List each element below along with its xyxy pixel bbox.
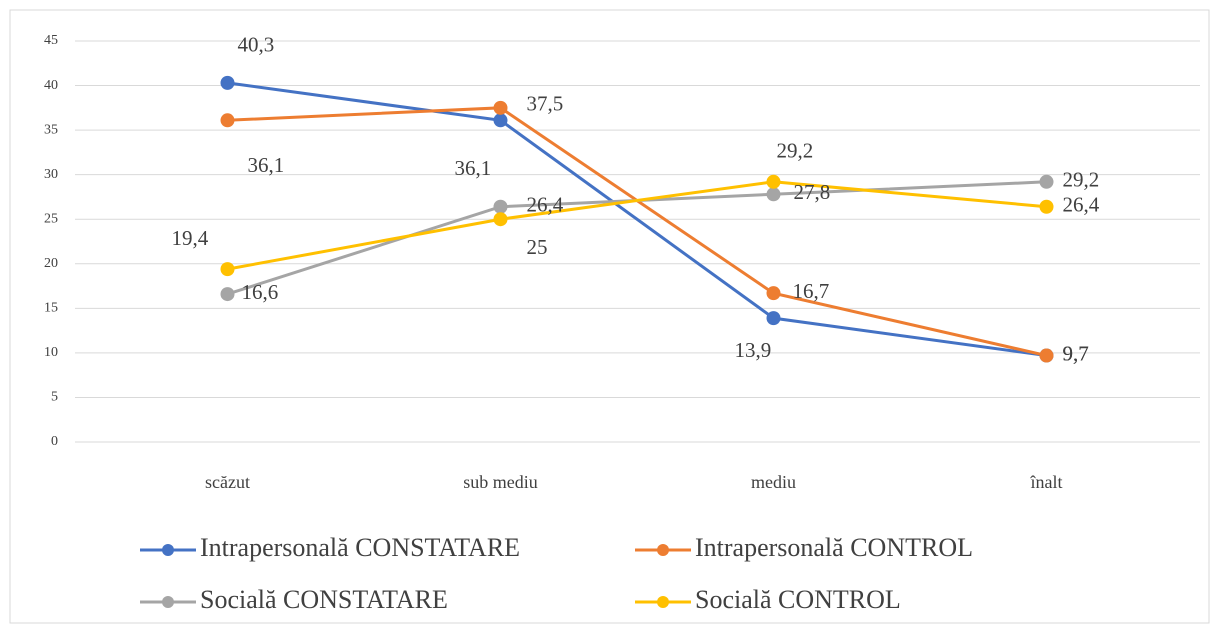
data-point [1039,348,1054,363]
data-label: 26,4 [1063,193,1100,217]
legend-label: Socială CONSTATARE [200,585,448,614]
legend-label: Intrapersonală CONSTATARE [200,533,520,562]
data-label: 29,2 [777,139,814,163]
data-point [493,199,508,214]
x-tick-label: sub mediu [463,472,538,492]
data-label: 25 [527,235,548,259]
y-tick-label: 20 [44,256,58,271]
data-label: 36,1 [248,153,285,177]
legend-marker [162,596,174,608]
data-label: 37,5 [527,92,564,116]
data-point [493,113,508,128]
y-tick-label: 45 [44,33,58,48]
series-line [227,180,1047,271]
y-tick-label: 30 [44,167,58,182]
x-tick-label: scăzut [205,472,250,492]
y-tick-label: 10 [44,345,58,360]
y-tick-label: 40 [44,78,58,93]
data-point [766,286,781,301]
data-point [493,100,508,115]
y-tick-label: 25 [44,211,58,226]
data-label: 40,3 [238,33,275,57]
data-point [493,212,508,227]
legend-marker [162,544,174,556]
chart-frame [9,9,1210,624]
legend-label: Socială CONTROL [695,585,901,614]
y-tick-label: 15 [44,301,58,316]
y-tick-label: 0 [51,434,58,449]
data-label: 27,8 [794,180,831,204]
data-label: 9,7 [1063,341,1089,365]
y-tick-label: 5 [51,390,58,405]
x-tick-label: mediu [751,472,796,492]
data-point [220,113,235,128]
legend-label: Intrapersonală CONTROL [695,533,973,562]
data-point [220,75,235,90]
legend-marker [657,596,669,608]
data-point [220,287,235,302]
data-label: 29,2 [1063,168,1100,192]
data-label: 13,9 [735,338,772,362]
series-line [227,81,1047,358]
data-point [1039,199,1054,214]
y-tick-label: 35 [44,122,58,137]
data-point [220,262,235,277]
data-label: 16,7 [793,279,830,303]
data-label: 26,4 [527,193,564,217]
data-label: 19,4 [172,226,209,250]
data-label: 36,1 [455,156,492,180]
data-point [766,187,781,202]
data-point [766,311,781,326]
x-tick-label: înalt [1030,472,1063,492]
data-point [1039,174,1054,189]
data-label: 9,7 [1063,341,1089,365]
data-point [766,174,781,189]
legend-marker [657,544,669,556]
data-label: 16,6 [242,280,279,304]
